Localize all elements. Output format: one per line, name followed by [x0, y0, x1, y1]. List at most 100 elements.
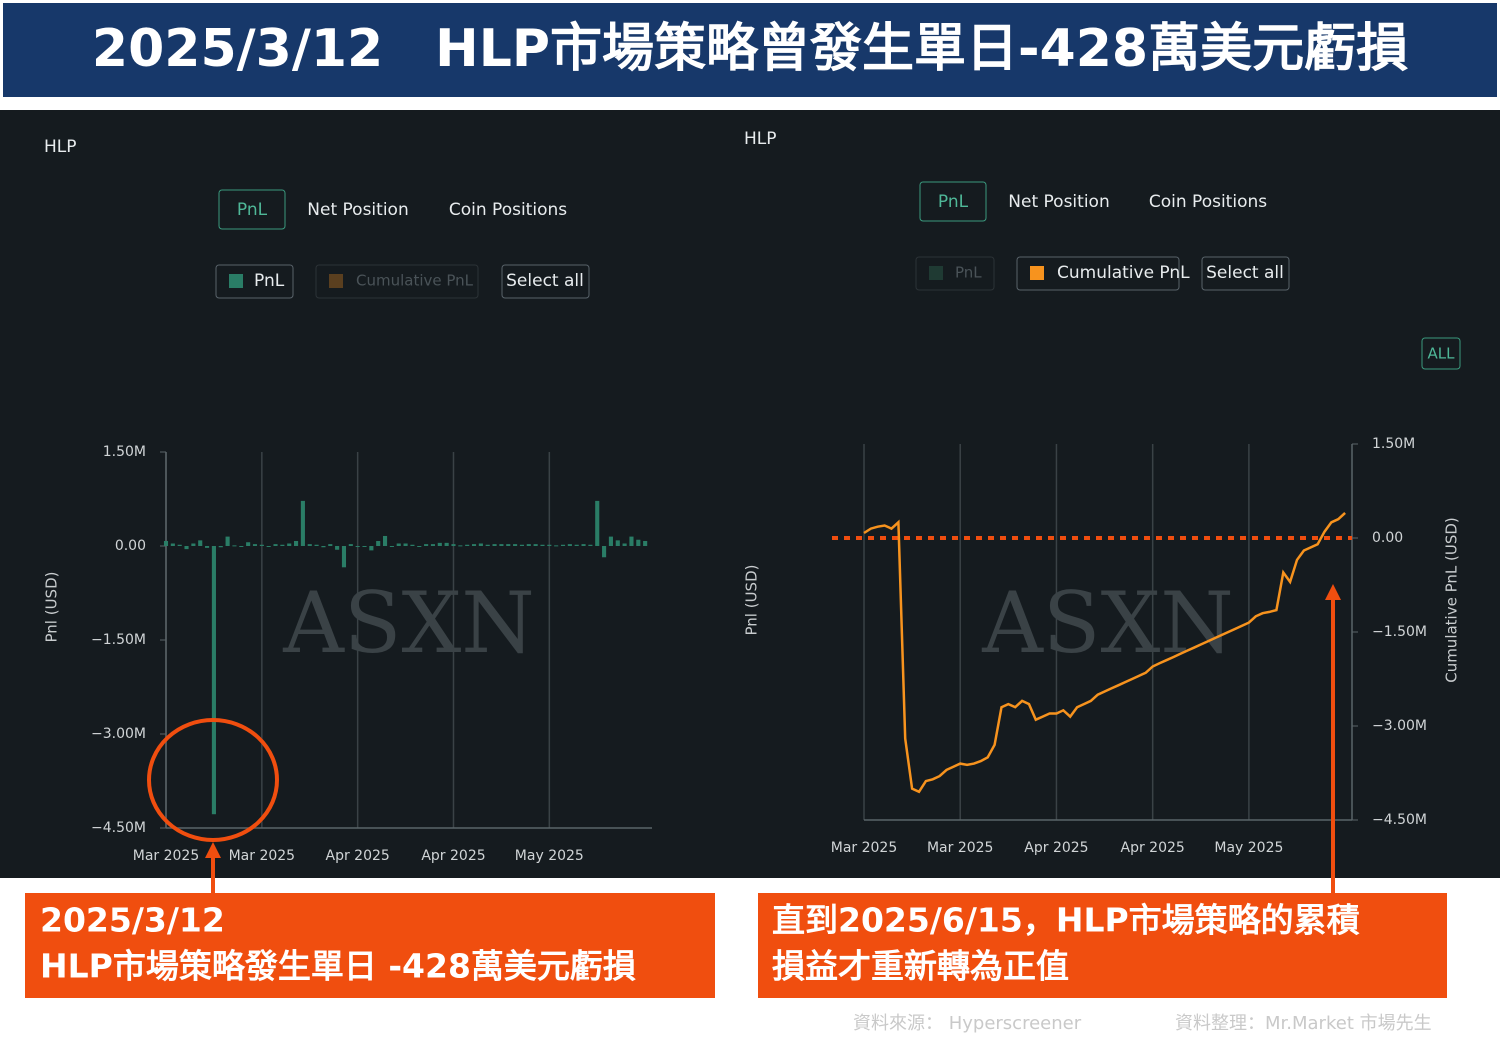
- legend-swatch: [1030, 266, 1044, 280]
- button-label[interactable]: Select all: [506, 271, 584, 291]
- tab-label[interactable]: PnL: [237, 200, 268, 220]
- legend-button[interactable]: [315, 264, 479, 299]
- y-tick-label: −3.00M: [91, 726, 146, 742]
- bar: [246, 542, 251, 546]
- bar: [239, 546, 244, 547]
- x-tick-label: Mar 2025: [831, 840, 898, 856]
- legend-swatch: [329, 274, 343, 288]
- tab-label[interactable]: Coin Positions: [1149, 192, 1267, 212]
- tab-label[interactable]: Net Position: [1008, 192, 1109, 212]
- tab[interactable]: [919, 181, 987, 222]
- bar: [314, 544, 319, 546]
- tab[interactable]: [218, 189, 286, 230]
- bar: [615, 540, 620, 546]
- x-tick-label: May 2025: [515, 848, 584, 864]
- range-button[interactable]: [1421, 337, 1461, 370]
- bar: [211, 546, 216, 815]
- legend-button[interactable]: [1016, 256, 1180, 291]
- bar: [280, 544, 285, 546]
- bar: [437, 542, 442, 546]
- bar: [266, 546, 271, 547]
- bar: [184, 546, 189, 550]
- button[interactable]: [1201, 256, 1290, 291]
- arrow-head: [205, 842, 221, 858]
- bar: [478, 543, 483, 546]
- bar: [622, 543, 627, 546]
- bar: [533, 544, 538, 546]
- bar: [307, 544, 312, 546]
- x-tick-label: May 2025: [1214, 840, 1283, 856]
- bar: [430, 544, 436, 546]
- bar: [294, 540, 299, 546]
- bar: [513, 544, 518, 546]
- bar: [191, 543, 196, 546]
- y-tick-label: −4.50M: [1372, 812, 1427, 828]
- legend-label[interactable]: PnL: [254, 271, 285, 291]
- bar: [444, 542, 449, 546]
- bar: [506, 544, 511, 546]
- bar: [273, 544, 278, 546]
- bar: [198, 540, 203, 546]
- tab-label[interactable]: Net Position: [307, 200, 408, 220]
- bar: [595, 500, 600, 546]
- bar: [177, 544, 182, 546]
- bar: [163, 540, 169, 546]
- legend-button[interactable]: [215, 264, 294, 299]
- bar: [170, 543, 175, 546]
- legend-label[interactable]: PnL: [955, 264, 982, 282]
- tab-label[interactable]: PnL: [938, 192, 969, 212]
- bar: [643, 540, 648, 546]
- line: [863, 511, 1346, 794]
- bar: [335, 546, 340, 550]
- bar: [554, 545, 559, 547]
- y-tick-label: 0.00: [115, 538, 146, 554]
- highlight-circle: [147, 718, 279, 842]
- y-axis-label: Pnl (USD): [743, 565, 761, 636]
- annotation-text: 2025/3/12: [40, 901, 225, 940]
- y-tick-label: 1.50M: [1372, 436, 1415, 452]
- bar: [376, 540, 381, 546]
- bar: [588, 544, 593, 546]
- bar: [465, 544, 470, 546]
- bar: [321, 546, 326, 548]
- tab-label[interactable]: Coin Positions: [449, 200, 567, 220]
- bar: [458, 545, 463, 547]
- watermark: ASXN: [282, 574, 535, 672]
- bar: [519, 544, 524, 546]
- watermark: ASXN: [981, 574, 1234, 672]
- x-tick-label: Apr 2025: [1024, 840, 1088, 856]
- bar: [581, 544, 586, 546]
- banner: [3, 3, 1497, 97]
- annotation-text: HLP市場策略發生單日 -428萬美元虧損: [40, 947, 636, 986]
- arrow-head: [1325, 584, 1341, 600]
- y2-axis-label: Cumulative PnL (USD): [1443, 517, 1461, 683]
- bar: [252, 544, 258, 546]
- range-label[interactable]: ALL: [1428, 345, 1456, 363]
- x-tick-label: Apr 2025: [1121, 840, 1185, 856]
- bar: [369, 546, 374, 551]
- legend-label[interactable]: Cumulative PnL: [356, 272, 474, 290]
- bar: [629, 536, 634, 546]
- bar: [300, 500, 305, 546]
- bar: [602, 546, 607, 558]
- button-label[interactable]: Select all: [1206, 263, 1284, 283]
- bar: [328, 544, 333, 546]
- bar: [355, 546, 360, 547]
- bar: [492, 544, 497, 546]
- bar: [499, 544, 504, 546]
- bar: [225, 536, 230, 546]
- bar: [526, 544, 531, 546]
- legend-button[interactable]: [915, 256, 995, 291]
- page-title: 2025/3/12 HLP市場策略曾發生單日-428萬美元虧損: [92, 19, 1408, 79]
- button[interactable]: [501, 264, 590, 299]
- bar: [382, 535, 388, 546]
- bar: [403, 543, 408, 546]
- bar: [574, 544, 579, 546]
- x-tick-label: Mar 2025: [229, 848, 296, 864]
- bar: [560, 544, 566, 546]
- dashboard: [0, 110, 1500, 878]
- legend-label[interactable]: Cumulative PnL: [1057, 263, 1190, 283]
- bar: [451, 544, 456, 546]
- x-tick-label: Apr 2025: [421, 848, 485, 864]
